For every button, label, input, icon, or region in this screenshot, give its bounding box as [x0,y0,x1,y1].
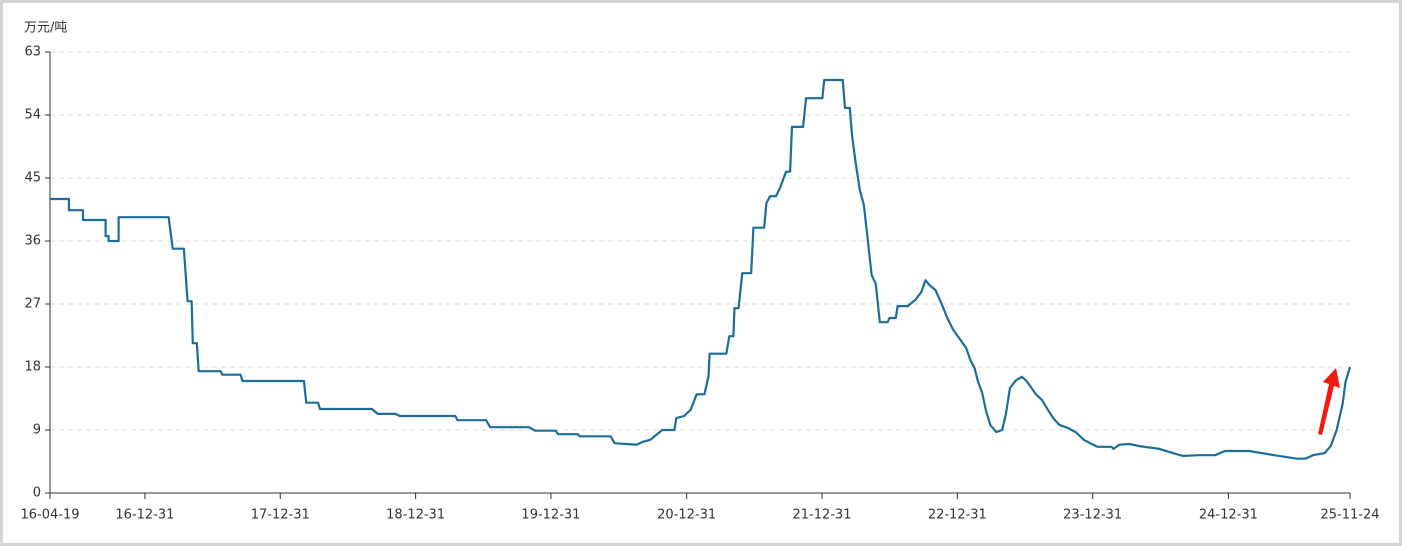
x-tick-label: 17-12-31 [251,508,310,523]
y-tick-label: 0 [33,486,41,501]
data-line [50,78,1352,460]
y-tick-label: 36 [24,234,41,249]
plot-area: 0 9 18 27 36 45 54 63 16-04-19 16-12-31 17-12-31 18… [20,45,1379,523]
y-tick-label: 18 [24,360,41,375]
x-tick-label: 24-12-31 [1199,508,1258,523]
y-tick-label: 27 [24,297,41,312]
arrow-annotation [1318,368,1340,435]
y-axis-label: 万元/吨 [24,21,67,36]
y-tick-label: 45 [24,171,41,186]
y-tick-label: 9 [33,423,41,438]
y-tick-label: 54 [24,108,41,123]
y-tick-label: 63 [24,45,41,60]
x-tick-label: 25-11-24 [1320,508,1379,523]
x-tick-label: 16-04-19 [20,508,79,523]
x-tick-label: 21-12-31 [792,508,851,523]
x-tick-label: 18-12-31 [386,508,445,523]
x-tick-label: 16-12-31 [115,508,174,523]
x-tick-label: 19-12-31 [521,508,580,523]
x-tick-label: 22-12-31 [928,508,987,523]
x-tick-label: 23-12-31 [1063,508,1122,523]
x-tick-label: 20-12-31 [657,508,716,523]
